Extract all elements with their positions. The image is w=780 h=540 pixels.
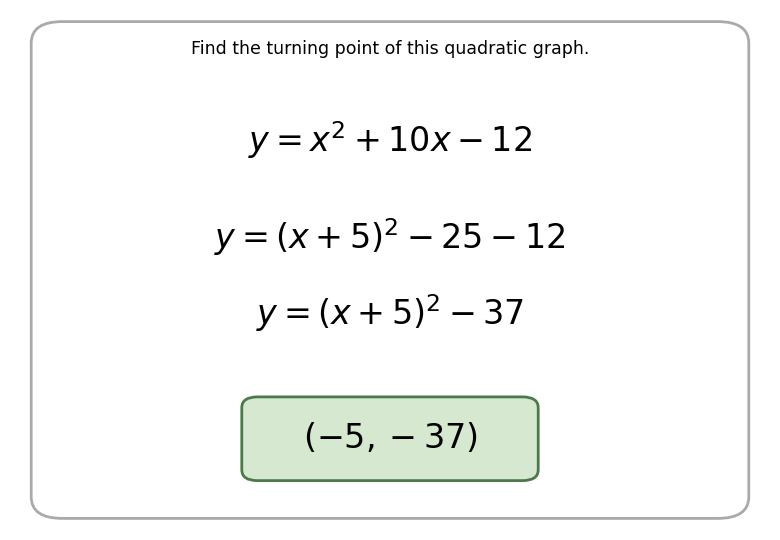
Text: Find the turning point of this quadratic graph.: Find the turning point of this quadratic… xyxy=(191,39,589,58)
Text: $y = (x + 5)^2 - 37$: $y = (x + 5)^2 - 37$ xyxy=(256,292,524,334)
Text: $y = (x + 5)^2 - 25 - 12$: $y = (x + 5)^2 - 25 - 12$ xyxy=(215,217,566,259)
Text: $y = x^2 + 10x - 12$: $y = x^2 + 10x - 12$ xyxy=(248,119,532,161)
Text: $(-5, -37)$: $(-5, -37)$ xyxy=(303,422,477,455)
